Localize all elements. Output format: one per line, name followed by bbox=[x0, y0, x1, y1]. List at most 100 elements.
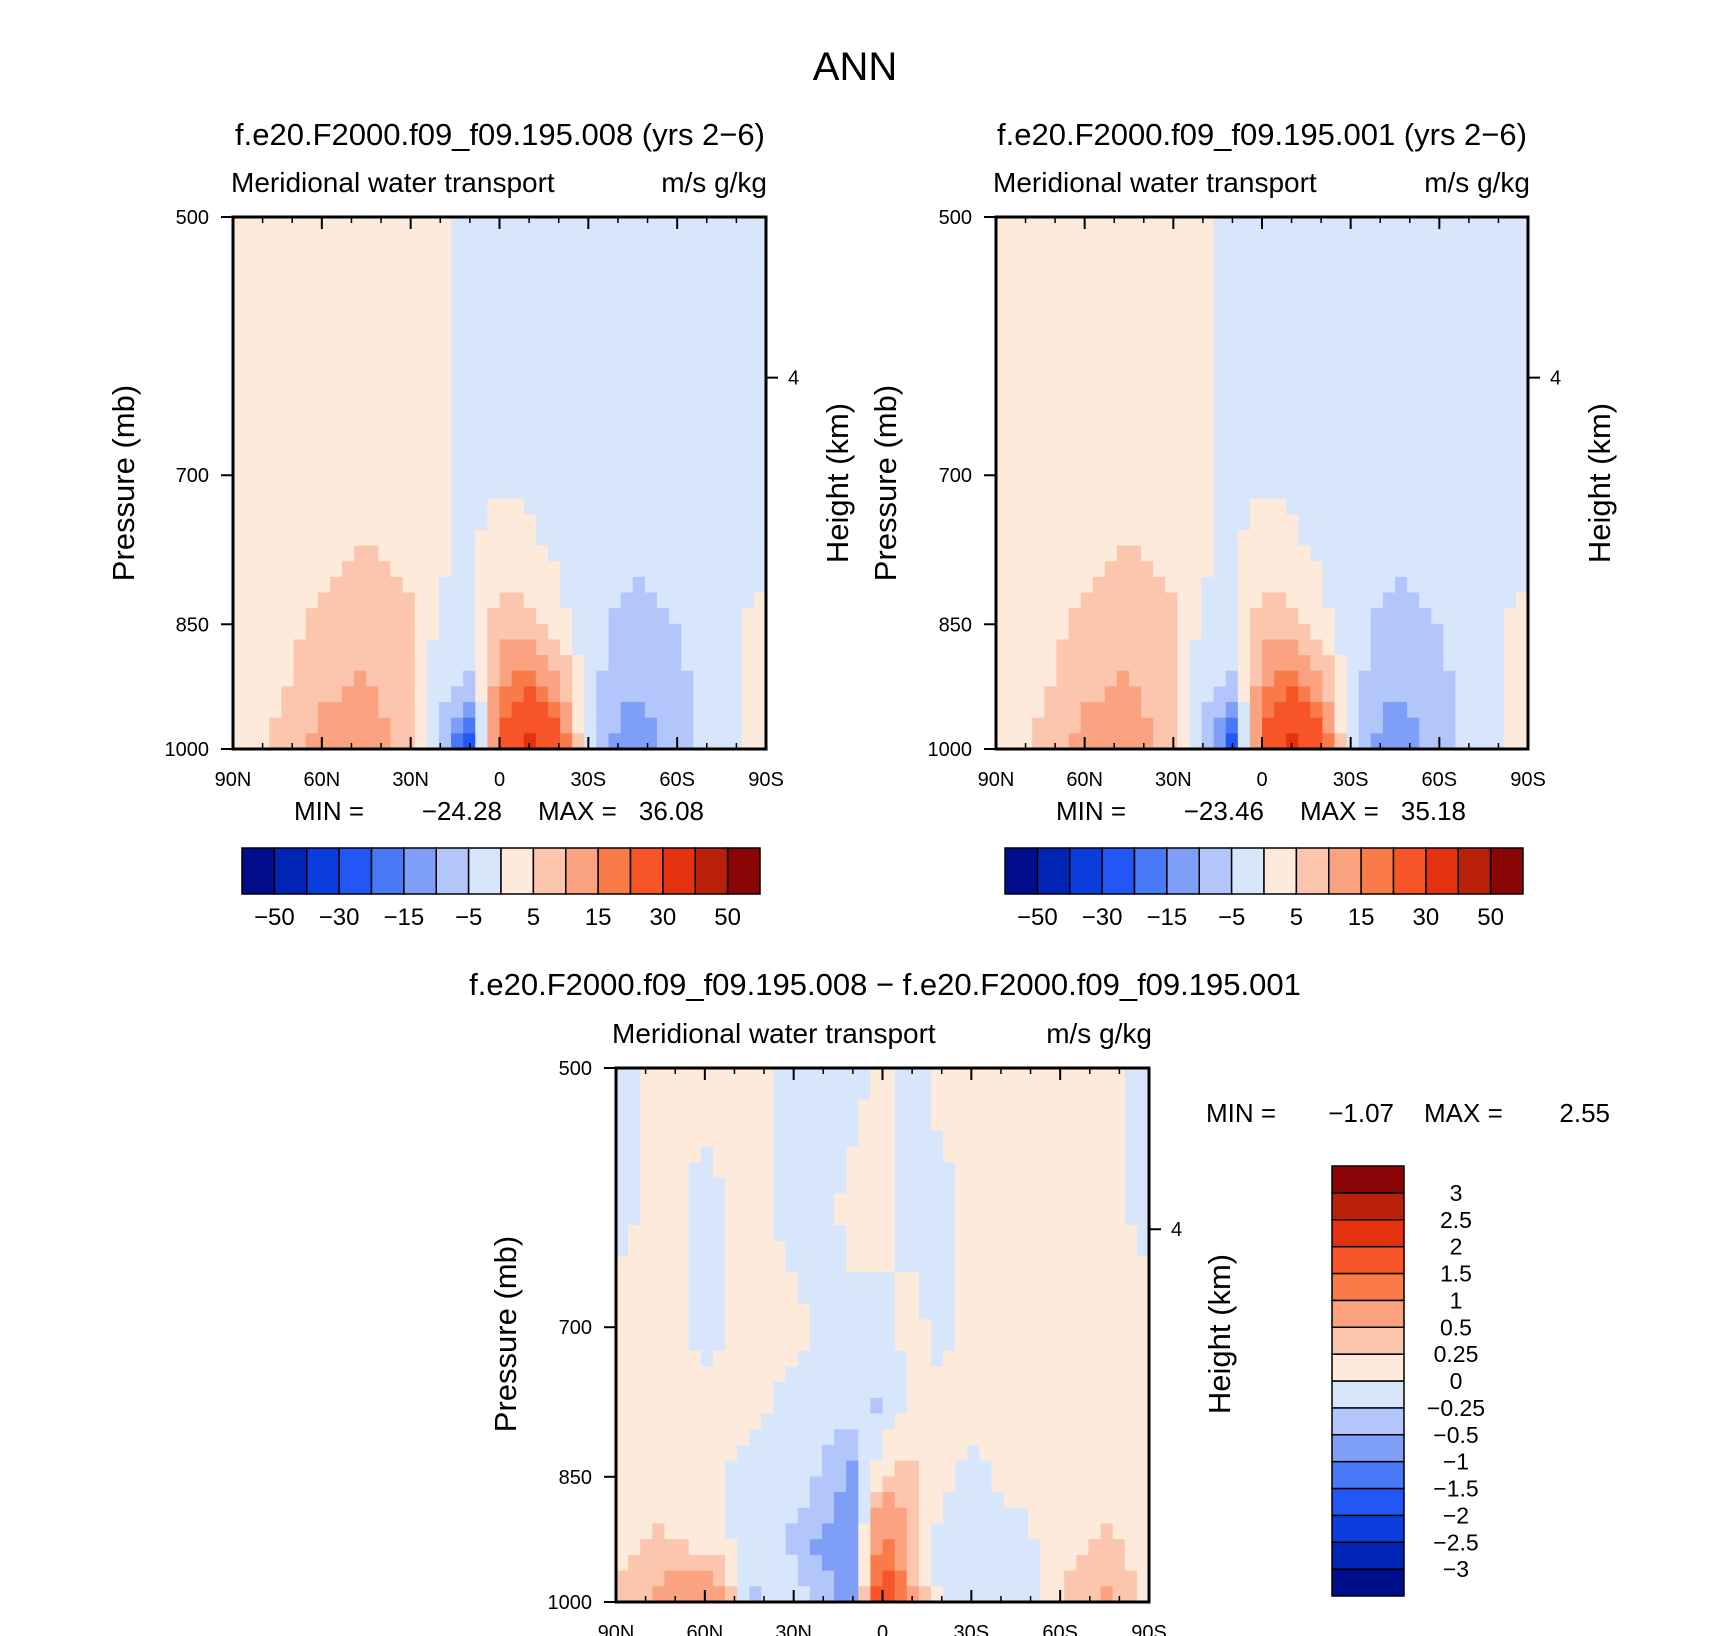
heatmap-cell bbox=[1479, 357, 1493, 375]
heatmap-cell bbox=[809, 1209, 823, 1226]
heatmap-cell bbox=[741, 342, 755, 359]
heatmap-cell bbox=[797, 1350, 811, 1368]
heatmap-cell bbox=[1064, 1413, 1077, 1430]
heatmap-cell bbox=[930, 1319, 944, 1336]
heatmap-cell bbox=[463, 608, 476, 625]
heatmap-cell bbox=[669, 467, 682, 484]
heatmap-cell bbox=[281, 342, 295, 359]
heatmap-cell bbox=[725, 1444, 738, 1462]
heatmap-cell bbox=[640, 1146, 653, 1163]
heatmap-cell bbox=[906, 1068, 920, 1085]
heatmap-cell bbox=[535, 717, 549, 734]
heatmap-cell bbox=[809, 1240, 823, 1258]
heatmap-cell bbox=[705, 529, 719, 547]
heatmap-cell bbox=[741, 561, 755, 578]
heatmap-cell bbox=[1136, 1068, 1150, 1085]
heatmap-cell bbox=[918, 1476, 932, 1493]
heatmap-cell bbox=[664, 1303, 678, 1320]
y-tick-label: 850 bbox=[559, 1467, 592, 1489]
heatmap-cell bbox=[930, 1382, 944, 1399]
heatmap-cell bbox=[317, 623, 331, 641]
heatmap-cell bbox=[1310, 357, 1324, 375]
heatmap-cell bbox=[257, 232, 270, 249]
heatmap-cell bbox=[1165, 608, 1178, 625]
heatmap-cell bbox=[644, 514, 658, 531]
heatmap-cell bbox=[584, 608, 598, 625]
heatmap-cell bbox=[616, 1209, 629, 1226]
heatmap-cell bbox=[705, 357, 719, 375]
heatmap-cell bbox=[729, 623, 743, 641]
heatmap-cell bbox=[1334, 373, 1348, 390]
heatmap-cell bbox=[1479, 467, 1493, 484]
heatmap-cell bbox=[317, 436, 331, 453]
heatmap-cell bbox=[1027, 1272, 1041, 1289]
heatmap-cell bbox=[918, 1444, 932, 1462]
heatmap-cell bbox=[1080, 404, 1094, 422]
heatmap-cell bbox=[858, 1303, 871, 1320]
heatmap-cell bbox=[1153, 514, 1166, 531]
heatmap-cell bbox=[1491, 529, 1505, 547]
heatmap-cell bbox=[499, 232, 513, 249]
heatmap-cell bbox=[1027, 1366, 1041, 1383]
heatmap-cell bbox=[753, 279, 767, 296]
heatmap-cell bbox=[1080, 545, 1094, 562]
heatmap-cell bbox=[281, 248, 295, 265]
heatmap-cell bbox=[640, 1256, 653, 1273]
heatmap-cell bbox=[1003, 1335, 1017, 1352]
heatmap-cell bbox=[967, 1083, 981, 1101]
heatmap-cell bbox=[797, 1115, 811, 1132]
heatmap-cell bbox=[821, 1335, 835, 1352]
heatmap-cell bbox=[281, 373, 295, 390]
heatmap-cell bbox=[1020, 451, 1033, 468]
heatmap-cell bbox=[725, 1397, 738, 1415]
heatmap-cell bbox=[1491, 623, 1505, 641]
heatmap-cell bbox=[608, 310, 622, 328]
heatmap-cell bbox=[390, 514, 404, 531]
heatmap-cell bbox=[809, 1492, 823, 1509]
heatmap-cell bbox=[628, 1130, 641, 1148]
heatmap-cell bbox=[821, 1586, 835, 1603]
heatmap-cell bbox=[426, 295, 440, 312]
heatmap-cell bbox=[1068, 263, 1082, 281]
heatmap-cell bbox=[245, 342, 258, 359]
heatmap-cell bbox=[737, 1287, 750, 1305]
heatmap-cell bbox=[1124, 1099, 1138, 1116]
heatmap-cell bbox=[342, 279, 355, 296]
heatmap-cell bbox=[511, 608, 525, 625]
heatmap-cell bbox=[1443, 623, 1457, 641]
heatmap-cell bbox=[1237, 623, 1251, 641]
heatmap-cell bbox=[669, 608, 682, 625]
heatmap-cell bbox=[1076, 1397, 1090, 1415]
heatmap-cell bbox=[737, 1507, 750, 1525]
heatmap-cell bbox=[1286, 733, 1299, 750]
heatmap-cell bbox=[293, 467, 307, 484]
heatmap-cell bbox=[1419, 295, 1432, 312]
heatmap-cell bbox=[700, 1350, 714, 1368]
heatmap-cell bbox=[628, 1083, 641, 1101]
heatmap-cell bbox=[1455, 420, 1469, 437]
heatmap-cell bbox=[305, 576, 319, 594]
heatmap-cell bbox=[1346, 373, 1360, 390]
heatmap-cell bbox=[1298, 545, 1311, 562]
heatmap-cell bbox=[1201, 357, 1215, 375]
heatmap-cell bbox=[475, 420, 488, 437]
heatmap-cell bbox=[737, 1413, 750, 1430]
heatmap-cell bbox=[523, 357, 537, 375]
heatmap-cell bbox=[1286, 545, 1299, 562]
heatmap-cell bbox=[438, 389, 452, 406]
heatmap-cell bbox=[693, 733, 707, 750]
heatmap-cell bbox=[438, 545, 452, 562]
heatmap-cell bbox=[1124, 1177, 1138, 1195]
heatmap-cell bbox=[1056, 217, 1070, 234]
heatmap-cell bbox=[1129, 655, 1142, 672]
heatmap-cell bbox=[487, 248, 501, 265]
heatmap-cell bbox=[632, 702, 646, 719]
heatmap-cell bbox=[1298, 420, 1311, 437]
heatmap-cell bbox=[785, 1350, 799, 1368]
heatmap-cell bbox=[1052, 1256, 1065, 1273]
heatmap-cell bbox=[741, 217, 755, 234]
heatmap-cell bbox=[1382, 655, 1396, 672]
heatmap-cell bbox=[1515, 326, 1529, 343]
heatmap-cell bbox=[1088, 1130, 1102, 1148]
heatmap-cell bbox=[547, 373, 561, 390]
